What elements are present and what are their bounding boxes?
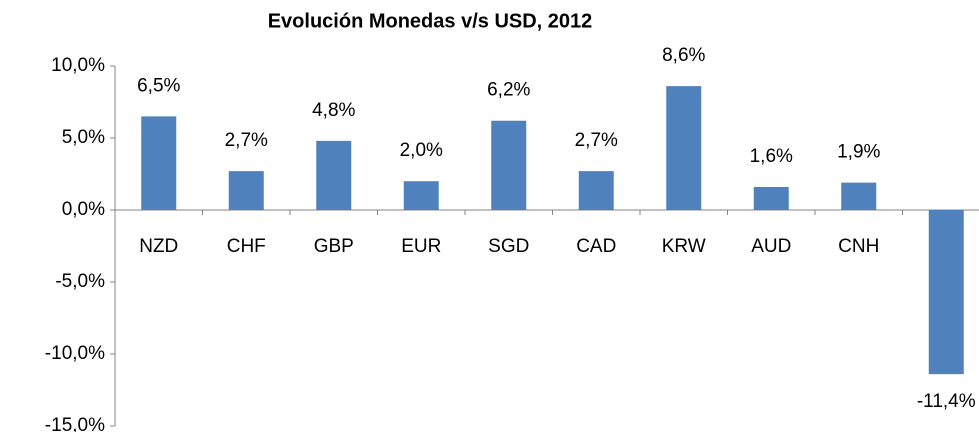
bar [228,171,264,210]
data-label: 1,9% [837,142,880,163]
data-label: 2,0% [400,140,443,161]
data-label: -11,4% [917,391,976,412]
bar [841,182,877,210]
x-tick-label: KRW [662,236,706,257]
bar [491,120,527,210]
data-label: 1,6% [750,146,793,167]
x-tick-label: AUD [751,236,791,257]
x-tick-label: CNH [838,236,879,257]
x-tick-label: NZD [139,236,178,257]
bar [141,116,177,210]
x-tick-label: SGD [488,236,529,257]
data-label: 8,6% [662,45,705,66]
y-tick-label: -5,0% [55,271,105,292]
bar [578,171,614,210]
y-tick-label: 5,0% [62,127,105,148]
bar [666,86,702,210]
bar [316,140,352,210]
y-tick-label: -10,0% [45,343,105,364]
chart-title: Evolución Monedas v/s USD, 2012 [268,10,593,32]
x-tick-label: EUR [401,236,441,257]
x-tick-label: GBP [314,236,354,257]
bar [753,186,789,210]
y-tick-label: 10,0% [51,55,105,76]
x-tick-label: CAD [576,236,616,257]
data-label: 2,7% [225,130,268,151]
bar [403,181,439,210]
bar [928,210,964,375]
data-label: 6,5% [137,75,180,96]
y-tick-label: -15,0% [45,415,105,432]
data-label: 2,7% [575,130,618,151]
x-tick-label: CHF [227,236,266,257]
data-label: 4,8% [312,100,355,121]
y-tick-label: 0,0% [62,199,105,220]
data-label: 6,2% [487,80,530,101]
